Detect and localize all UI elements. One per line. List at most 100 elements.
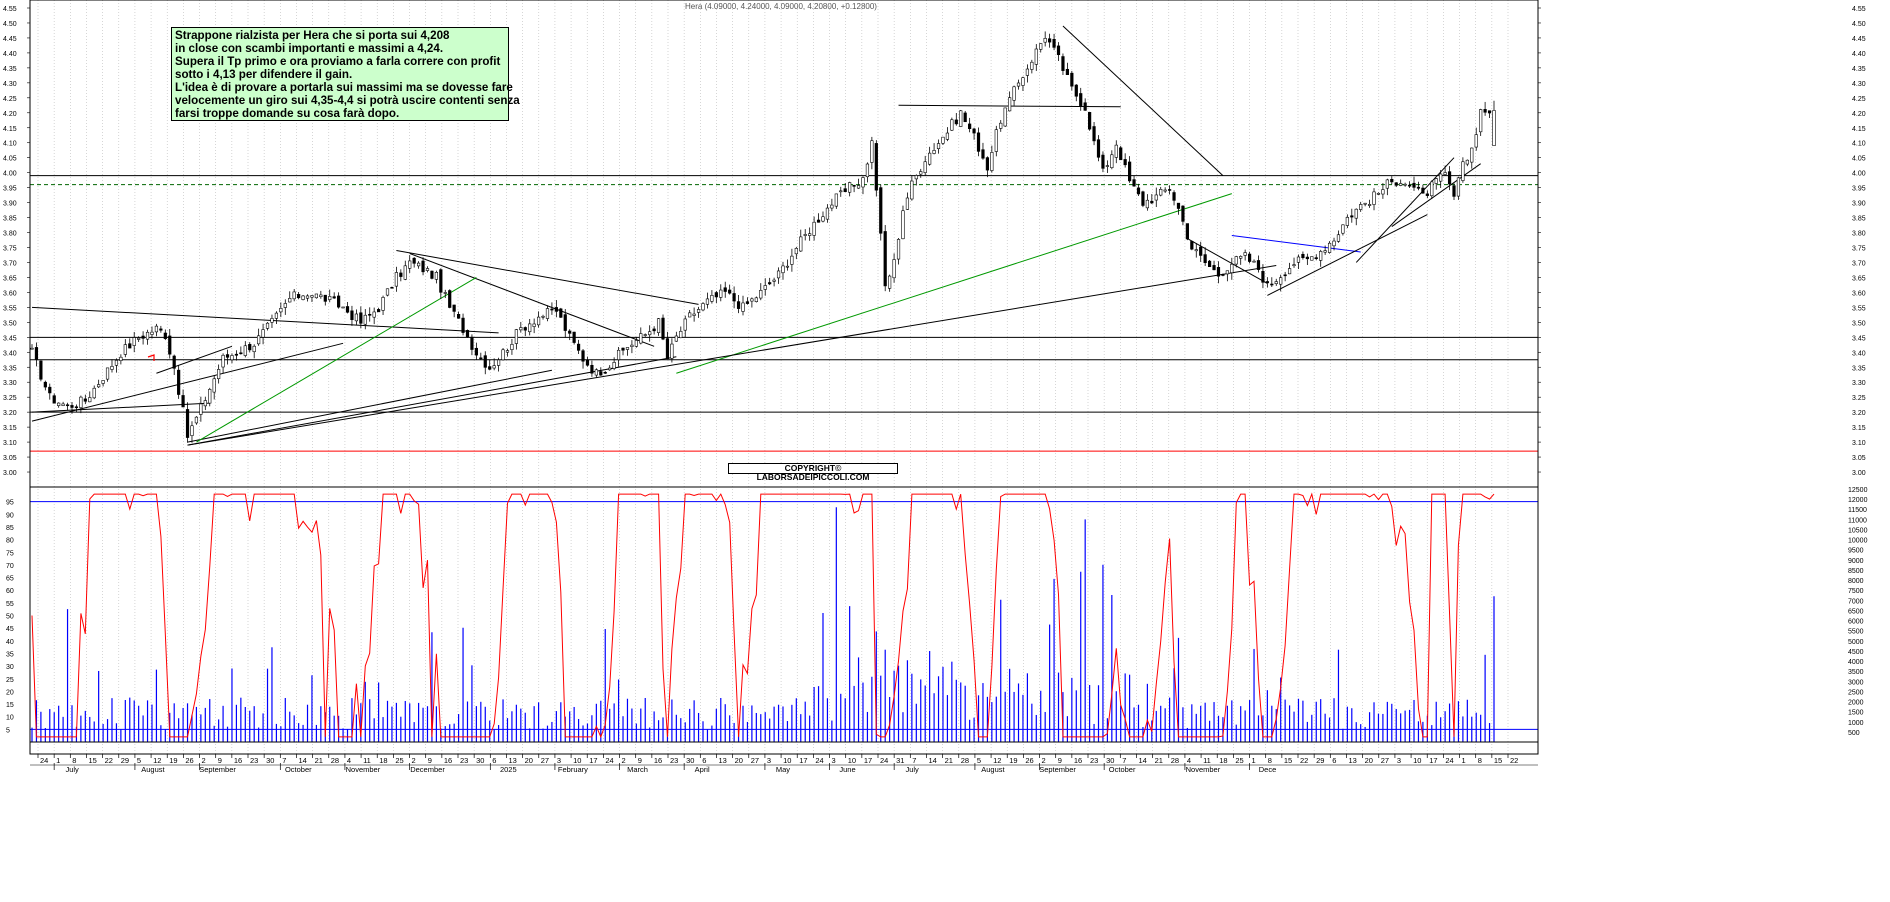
candle-body <box>510 344 514 350</box>
candle-body <box>705 298 710 305</box>
price-tick-label-left: 3.75 <box>3 246 17 253</box>
candle-body <box>852 184 856 187</box>
candle-body <box>1168 189 1172 191</box>
x-tick-label: 14 <box>1138 756 1146 765</box>
candle-body <box>1003 107 1007 127</box>
candle-body <box>279 308 283 313</box>
candle-body <box>119 356 123 361</box>
candle-body <box>141 335 145 339</box>
candle-body <box>1163 189 1167 192</box>
x-tick-label: 25 <box>1235 756 1243 765</box>
price-tick-label-right: 4.10 <box>1852 141 1866 148</box>
candle-body <box>1452 185 1456 197</box>
candle-body <box>1012 86 1016 101</box>
candle-body <box>563 314 567 331</box>
candle-body <box>1207 260 1212 267</box>
x-tick-label: 18 <box>379 756 387 765</box>
candle-body <box>528 323 532 333</box>
volume-tick-label: 7000 <box>1848 598 1864 605</box>
oscillator-tick-label: 55 <box>6 601 14 608</box>
candle-body <box>288 298 292 303</box>
candle-body <box>1465 159 1469 165</box>
candle-body <box>608 367 612 371</box>
candle-body <box>1456 177 1461 197</box>
candle-body <box>665 338 670 360</box>
annotation-line: Supera il Tp primo e ora proviamo a farl… <box>175 55 501 68</box>
candle-body <box>448 290 452 308</box>
candle-body <box>1345 217 1349 226</box>
candle-body <box>910 180 914 200</box>
x-tick-label: 16 <box>1074 756 1082 765</box>
candle-body <box>52 395 56 404</box>
x-tick-label: 5 <box>137 756 141 765</box>
candle-body <box>936 143 941 149</box>
month-label: December <box>410 765 445 774</box>
candle-body <box>754 297 758 302</box>
candle-body <box>83 398 87 402</box>
candle-body <box>1372 191 1376 205</box>
axes-layer: 24 1 8 15 22 29 5 12 19 26 2 9 16 23 30 7 14 21 28 4 11 18 25 2… <box>3 0 1868 774</box>
candle-body <box>803 234 807 236</box>
x-tick-label: 6 <box>702 756 706 765</box>
candle-body <box>572 331 576 343</box>
candle-body <box>1234 256 1238 265</box>
price-tick-label-left: 3.35 <box>3 365 17 372</box>
volume-tick-label: 1000 <box>1848 720 1864 727</box>
candle-body <box>1190 241 1194 250</box>
price-tick-label-right: 4.55 <box>1852 6 1866 13</box>
x-tick-label: 7 <box>282 756 286 765</box>
candle-body <box>363 314 367 325</box>
candle-body <box>154 325 159 333</box>
x-tick-label: 28 <box>331 756 339 765</box>
month-label: September <box>1039 765 1076 774</box>
candle-body <box>101 380 105 384</box>
x-tick-label: 2 <box>412 756 416 765</box>
month-label: June <box>839 765 855 774</box>
x-tick-label: 24 <box>40 756 48 765</box>
candle-body <box>403 265 407 280</box>
x-tick-label: 14 <box>298 756 306 765</box>
month-label: March <box>627 765 648 774</box>
candle-body <box>1030 61 1034 70</box>
candle-body <box>999 122 1003 129</box>
price-tick-label-right: 3.90 <box>1852 201 1866 208</box>
trendline <box>31 306 499 334</box>
oscillator-tick-label: 85 <box>6 525 14 532</box>
x-tick-label: 20 <box>1365 756 1373 765</box>
price-tick-label-left: 3.45 <box>3 335 17 342</box>
candle-body <box>377 309 381 313</box>
x-tick-label: 30 <box>266 756 274 765</box>
candle-body <box>57 402 61 406</box>
x-tick-label: 16 <box>654 756 662 765</box>
candle-body <box>621 347 625 351</box>
candle-body <box>1439 173 1443 182</box>
candle-body <box>879 187 883 234</box>
oscillator-tick-label: 90 <box>6 512 14 519</box>
red-marker <box>147 354 155 361</box>
candle-body <box>1039 43 1043 50</box>
candle-body <box>688 312 692 318</box>
annotation-line: Strappone rialzista per Hera che si port… <box>175 29 450 42</box>
candle-body <box>1425 193 1429 196</box>
price-tick-label-right: 3.60 <box>1852 290 1866 297</box>
candle-body <box>70 405 74 408</box>
candle-body <box>1261 271 1265 283</box>
annotation-line: farsi troppe domande su cosa farà dopo. <box>175 107 400 120</box>
month-label: 2025 <box>500 765 517 774</box>
x-tick-label: 8 <box>1268 756 1272 765</box>
x-tick-label: 29 <box>121 756 129 765</box>
candle-body <box>652 328 656 332</box>
x-tick-label: 26 <box>185 756 193 765</box>
price-tick-label-left: 4.50 <box>3 21 17 28</box>
candle-body <box>972 128 976 134</box>
candle-body <box>794 248 798 255</box>
candle-body <box>217 369 221 380</box>
trendline <box>187 356 677 446</box>
candle-body <box>1110 154 1114 169</box>
candle-body <box>1052 39 1056 48</box>
x-tick-label: 27 <box>1381 756 1389 765</box>
volume-tick-label: 11500 <box>1848 507 1867 514</box>
x-tick-label: 3 <box>1397 756 1401 765</box>
volume-tick-label: 9500 <box>1848 548 1864 555</box>
candle-body <box>1341 224 1345 234</box>
